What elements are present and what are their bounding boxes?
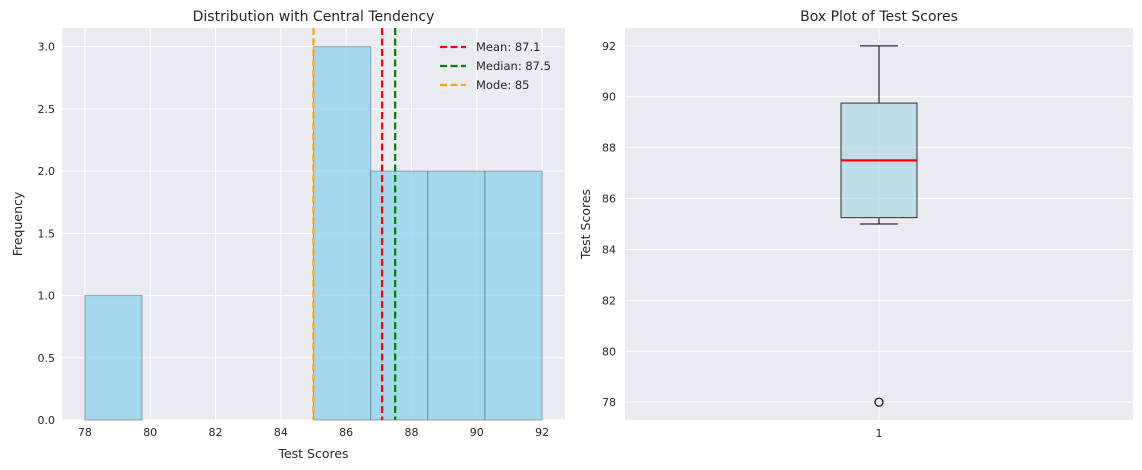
histogram-y-axis-label: Frequency <box>10 191 25 256</box>
boxplot-x-ticks: 1 <box>876 427 883 440</box>
boxplot-y-tick-label: 90 <box>602 91 616 104</box>
histogram-chart: 78 80 82 84 86 88 90 92 0.0 0.5 1.0 1.5 2.0 2.5 3.0 D… <box>10 9 565 461</box>
boxplot-y-ticks: 78 80 82 84 86 88 90 92 <box>602 40 616 409</box>
boxplot-y-tick-label: 80 <box>602 345 616 358</box>
boxplot-box <box>840 45 918 407</box>
histogram-bars <box>84 46 543 421</box>
histogram-x-tick-label: 84 <box>274 426 288 439</box>
histogram-x-tick-label: 78 <box>78 426 92 439</box>
boxplot-chart: 1 78 80 82 84 86 88 90 92 Box Plot of Test Scor… <box>578 9 1133 440</box>
histogram-x-ticks: 78 80 82 84 86 88 90 92 <box>78 426 549 439</box>
histogram-y-tick-label: 0.5 <box>38 352 56 365</box>
histogram-y-tick-label: 3.0 <box>38 41 56 54</box>
histogram-title: Distribution with Central Tendency <box>193 9 435 25</box>
outlier-point <box>874 397 884 407</box>
histogram-y-tick-label: 2.0 <box>38 165 56 178</box>
histogram-bar <box>484 170 543 421</box>
histogram-x-tick-label: 82 <box>209 426 223 439</box>
boxplot-y-tick-label: 84 <box>602 243 616 256</box>
boxplot-x-tick-label: 1 <box>876 427 883 440</box>
histogram-x-tick-label: 80 <box>143 426 157 439</box>
histogram-y-ticks: 0.0 0.5 1.0 1.5 2.0 2.5 3.0 <box>38 41 56 427</box>
boxplot-y-tick-label: 88 <box>602 142 616 155</box>
histogram-bar <box>313 46 372 421</box>
histogram-x-axis-label: Test Scores <box>277 446 348 461</box>
boxplot-y-tick-label: 78 <box>602 396 616 409</box>
histogram-legend: Mean: 87.1 Median: 87.5 Mode: 85 <box>440 40 551 92</box>
histogram-x-tick-label: 92 <box>535 426 549 439</box>
legend-entry: Median: 87.5 <box>476 59 551 73</box>
histogram-x-tick-label: 86 <box>339 426 353 439</box>
boxplot-y-tick-label: 86 <box>602 193 616 206</box>
legend-entry: Mode: 85 <box>476 78 530 92</box>
histogram-bar <box>427 170 486 421</box>
histogram-bar <box>370 170 429 421</box>
histogram-x-tick-label: 90 <box>470 426 484 439</box>
boxplot-y-tick-label: 92 <box>602 40 616 53</box>
boxplot-title: Box Plot of Test Scores <box>800 9 958 25</box>
histogram-y-tick-label: 0.0 <box>38 414 56 427</box>
histogram-bar <box>84 295 143 421</box>
histogram-x-tick-label: 88 <box>404 426 418 439</box>
boxplot-y-tick-label: 82 <box>602 294 616 307</box>
boxplot-y-axis-label: Test Scores <box>578 189 593 260</box>
histogram-y-tick-label: 1.0 <box>38 290 56 303</box>
histogram-reference-lines <box>312 28 397 420</box>
histogram-y-tick-label: 2.5 <box>38 103 56 116</box>
legend-entry: Mean: 87.1 <box>476 40 540 54</box>
histogram-y-tick-label: 1.5 <box>38 227 56 240</box>
